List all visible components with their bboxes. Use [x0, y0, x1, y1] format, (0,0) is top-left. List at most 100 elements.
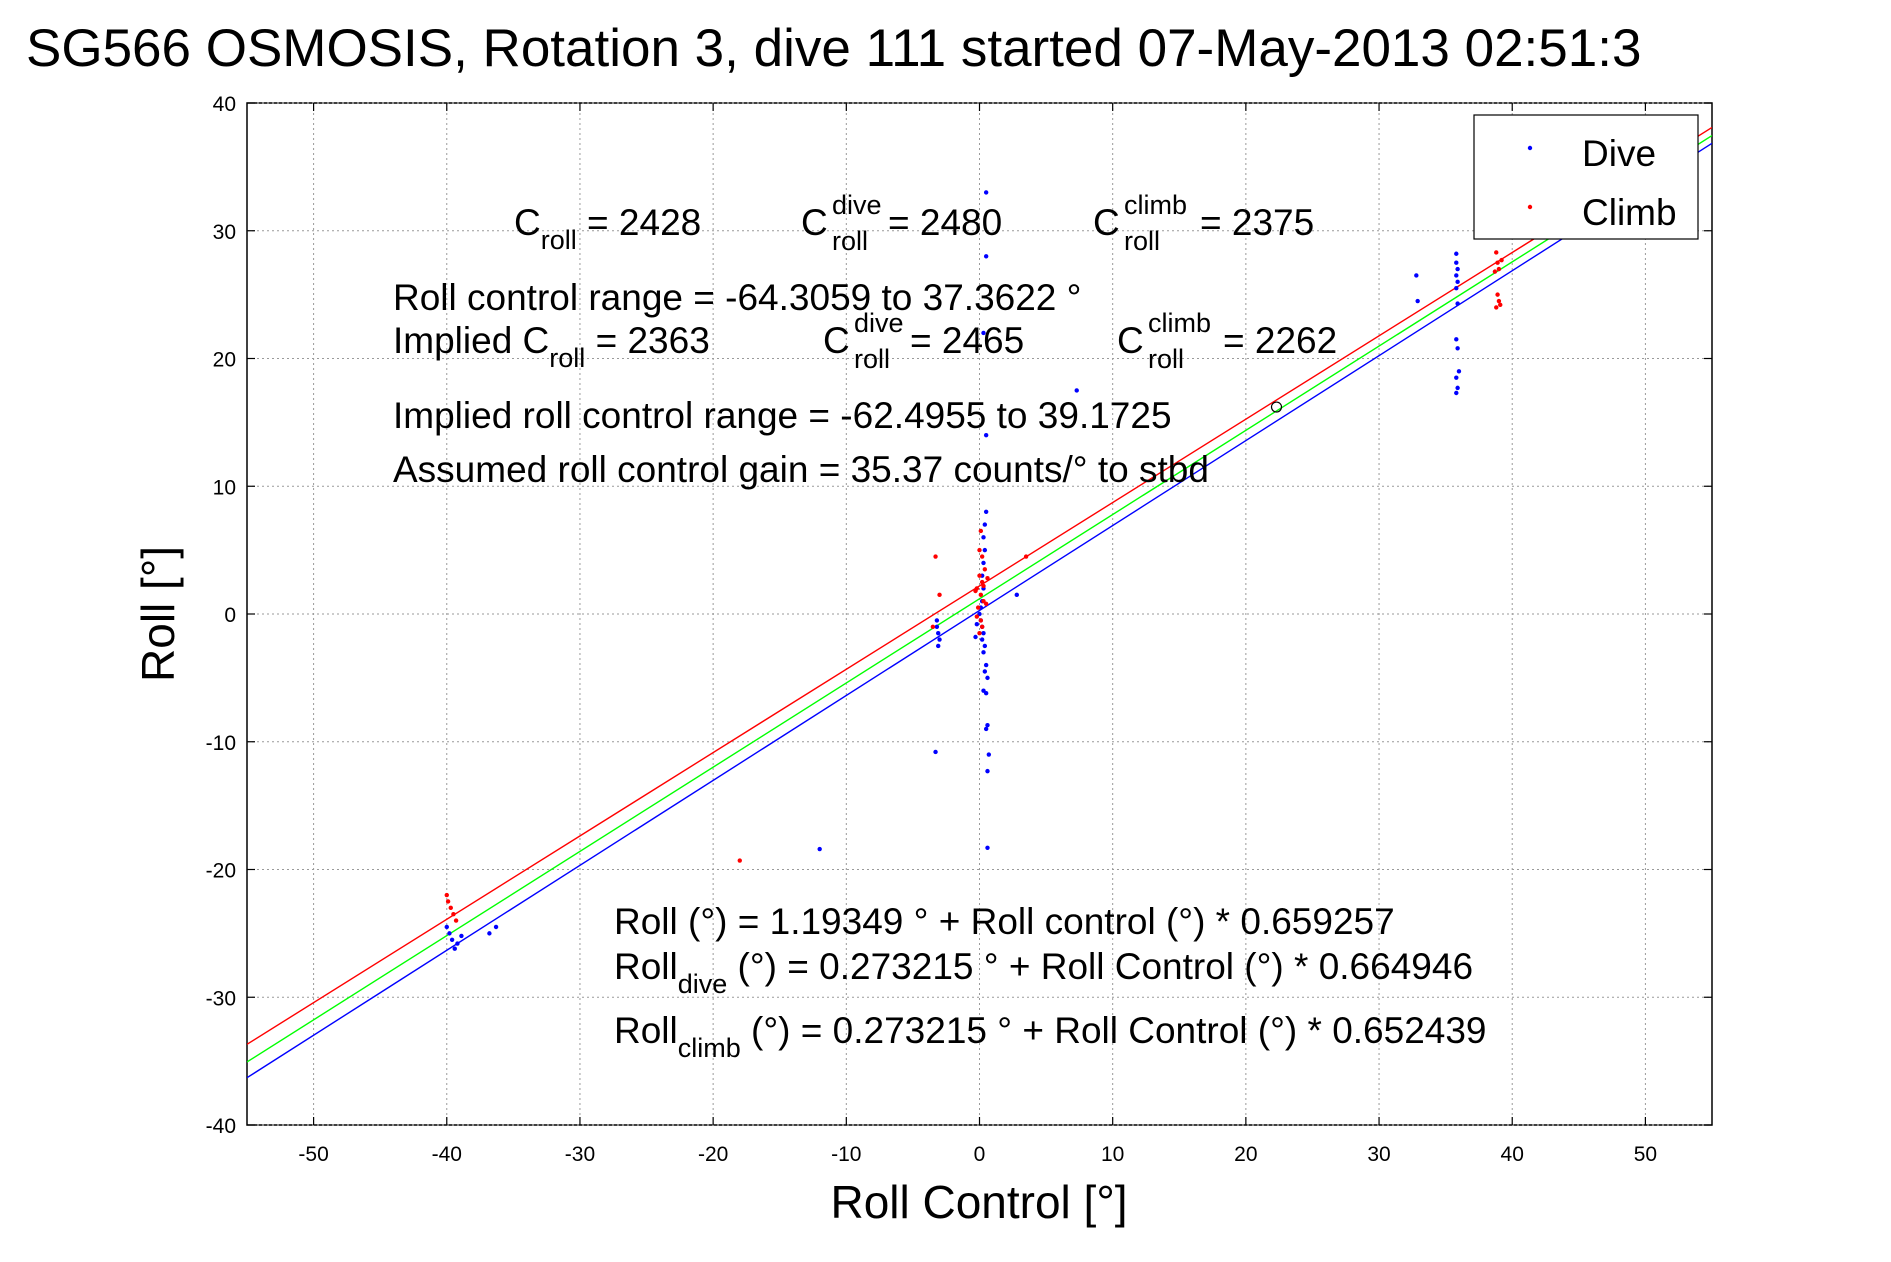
dive-point	[1454, 273, 1459, 278]
dive-point	[1454, 251, 1459, 256]
climb-point	[974, 614, 980, 619]
climb-point	[453, 918, 459, 923]
y-tick-labels: -40 -30 -20 -10 0 10 20 30 40	[206, 93, 236, 1138]
dive-point	[982, 669, 988, 674]
dive-point	[936, 643, 941, 649]
annotation-implied-climb-sub: roll	[1148, 344, 1184, 374]
x-tick-label: -30	[565, 1143, 595, 1166]
dive-point	[487, 931, 492, 936]
dive-point	[1456, 369, 1462, 374]
climb-point	[1492, 269, 1498, 274]
annotation-croll-climb-value: = 2375	[1200, 202, 1314, 243]
x-tick-label: 20	[1234, 1143, 1257, 1166]
annotation-implied-dive: C	[823, 320, 850, 361]
dive-point	[982, 547, 988, 553]
annotation-gain: Assumed roll control gain = 35.37 counts…	[393, 449, 1209, 490]
y-tick-label: 0	[224, 604, 236, 627]
climb-point	[985, 576, 990, 581]
fit-line	[247, 126, 1712, 1045]
dive-point	[1454, 390, 1459, 396]
x-tick-label: -40	[432, 1143, 462, 1166]
dive-point	[973, 634, 978, 640]
climb-point	[1023, 554, 1029, 559]
dive-point	[983, 691, 989, 696]
annotation-equation-roll: Roll (°) = 1.19349 ° + Roll control (°) …	[614, 901, 1395, 942]
dive-point	[983, 726, 989, 732]
climb-point	[1496, 266, 1502, 272]
climb-point	[981, 583, 986, 589]
y-tick-label: 20	[213, 349, 236, 372]
dive-point	[979, 637, 985, 642]
legend-climb-marker	[1527, 204, 1533, 210]
dive-point	[493, 924, 499, 930]
annotation-croll-dive-sub: roll	[832, 226, 868, 256]
dive-point	[1415, 298, 1420, 304]
annotation-implied-dive-sup: dive	[854, 308, 904, 338]
x-tick-label: 30	[1367, 1143, 1390, 1166]
climb-point	[979, 624, 985, 629]
data-points	[444, 190, 1504, 951]
dive-point	[455, 941, 460, 946]
annotation-implied-range: Implied roll control range = -62.4955 to…	[393, 395, 1172, 436]
dive-point	[982, 522, 988, 527]
climb-point	[937, 592, 942, 598]
annotation-croll-climb-sub: roll	[1124, 226, 1160, 256]
annotation-implied-dive-sub: roll	[854, 344, 890, 374]
x-axis-label: Roll Control [°]	[830, 1176, 1127, 1228]
climb-point	[977, 630, 982, 636]
annotation-roll-control-range: Roll control range = -64.3059 to 37.3622…	[393, 277, 1081, 318]
climb-point	[445, 899, 451, 904]
climb-point	[979, 579, 985, 585]
dive-point	[983, 432, 989, 438]
fit-line	[247, 142, 1712, 1079]
annotation-croll-dive-value: = 2480	[888, 202, 1002, 243]
dive-point	[985, 845, 990, 850]
x-tick-label: 0	[974, 1143, 986, 1166]
dive-point	[449, 937, 455, 942]
dive-point	[934, 624, 940, 629]
annotation-croll-dive-sup: dive	[832, 190, 882, 220]
annotation-implied-croll: Implied Croll = 2363	[393, 320, 710, 373]
dive-point	[981, 330, 986, 336]
y-tick-label: 40	[213, 93, 236, 116]
climb-point	[1496, 298, 1502, 304]
dive-point	[1455, 385, 1460, 391]
dive-point	[817, 846, 822, 852]
dive-point	[983, 254, 989, 259]
fit-line	[247, 134, 1712, 1063]
dive-point	[982, 643, 988, 649]
annotation-implied-climb-sup: climb	[1148, 308, 1211, 338]
climb-point	[1495, 260, 1500, 265]
climb-point	[977, 573, 982, 578]
dive-point	[985, 768, 990, 774]
climb-point	[1495, 292, 1500, 297]
dive-point	[1454, 375, 1459, 380]
dive-point	[985, 675, 990, 681]
annotations: Croll = 2428 C dive roll = 2480 C climb …	[393, 190, 1487, 1063]
dive-point	[1455, 346, 1460, 351]
y-tick-label: -40	[206, 1115, 236, 1138]
axis-ticks	[247, 102, 1712, 1126]
x-tick-label: -20	[698, 1143, 728, 1166]
dive-point	[986, 752, 992, 757]
y-axis-label: Roll [°]	[132, 546, 184, 682]
dive-point	[983, 190, 989, 195]
y-tick-label: 30	[213, 221, 236, 244]
climb-point	[933, 554, 938, 559]
annotation-implied-climb: C	[1117, 320, 1144, 361]
annotation-implied-climb-value: = 2262	[1223, 320, 1337, 361]
y-tick-label: -10	[206, 732, 236, 755]
chart-title: SG566 OSMOSIS, Rotation 3, dive 111 star…	[26, 19, 1641, 78]
annotation-equation-climb: Rollclimb (°) = 0.273215 ° + Roll Contro…	[614, 1010, 1487, 1063]
dive-point	[1074, 388, 1079, 393]
marked-point	[1270, 401, 1283, 413]
legend-climb-label: Climb	[1582, 192, 1677, 233]
dive-point	[1414, 273, 1419, 278]
climb-point	[979, 554, 985, 559]
climb-point	[978, 592, 984, 598]
dive-point	[1454, 260, 1459, 265]
x-tick-label: -10	[831, 1143, 861, 1166]
dive-point	[1455, 266, 1460, 272]
x-tick-label: 10	[1101, 1143, 1124, 1166]
dive-point	[447, 931, 452, 936]
